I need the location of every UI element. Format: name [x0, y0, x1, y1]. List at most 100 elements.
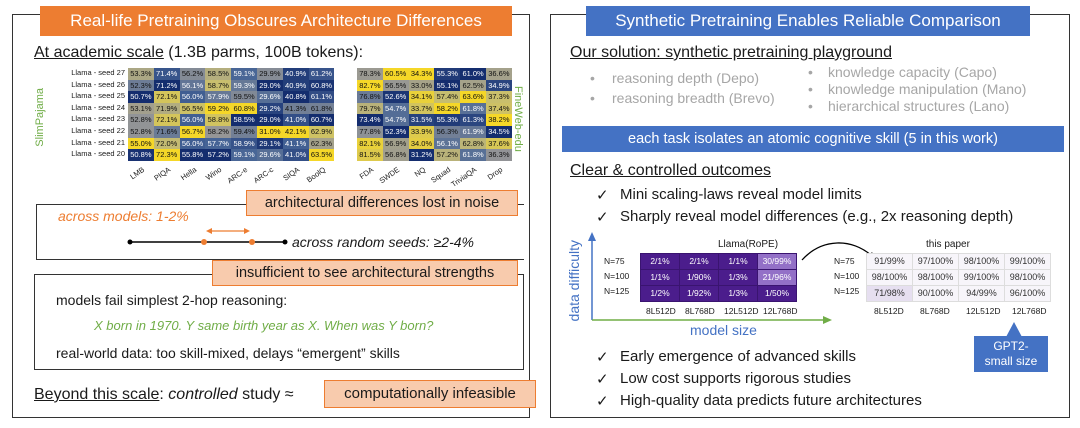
- gpt2-pointer: [1006, 322, 1022, 337]
- matrix-row-label: N=125: [834, 286, 860, 296]
- solution-heading: Our solution: synthetic pretraining play…: [570, 44, 892, 61]
- matrix-cell: 99/100%: [1004, 253, 1051, 270]
- heatmap-cell: 58.5%: [205, 68, 232, 80]
- heatmap-cell: 55.3%: [434, 68, 461, 80]
- heatmap-cell: 78.3%: [357, 68, 383, 80]
- heatmap-cell: 40.8%: [282, 91, 309, 103]
- matrix-col-label: 12L512D: [724, 306, 759, 316]
- bullet-dot: •: [590, 70, 595, 86]
- matrix-cell: 71/98%: [866, 285, 913, 302]
- matrix-cell: 1/1%: [718, 253, 758, 270]
- heatmap-row: 79.7% 54.7% 33.7% 58.2% 61.8% 37.4%: [357, 102, 512, 115]
- across-models-label: across models: 1-2%: [58, 208, 189, 224]
- heatmap-cell: 29.2%: [256, 102, 283, 115]
- heatmap-cell: 61.2%: [308, 68, 335, 80]
- heatmap-cell: 61.8%: [460, 149, 486, 161]
- heatmap-cell: 29.1%: [256, 137, 283, 150]
- fineweb-label: FineWeb-edu: [512, 86, 524, 152]
- heatmap-cell: 59.1%: [231, 68, 257, 80]
- example-text: X born in 1970. Y same birth year as X. …: [94, 318, 434, 333]
- heatmap-cell: 55.0%: [128, 137, 154, 150]
- heatmap-cell: 73.4%: [357, 114, 383, 126]
- heatmap-row: 55.0% 72.0% 56.0% 57.7% 58.9% 29.1% 41.1% 62.3%: [128, 137, 335, 150]
- heatmap-cell: 55.3%: [434, 114, 461, 126]
- heatmap-cell: 34.9%: [485, 79, 512, 92]
- heatmap-cell: 31.0%: [256, 125, 283, 138]
- matrix-cell: 1/92%: [679, 285, 719, 302]
- heatmap-cell: 59.4%: [231, 125, 257, 138]
- heatmap-cell: 31.5%: [408, 114, 435, 126]
- heatmap-cell: 52.8%: [128, 114, 154, 126]
- heatmap-row-label: Llama - seed 20: [71, 149, 125, 159]
- matrix-cell: 98/100%: [958, 253, 1005, 270]
- matrix-col-label: 8L512D: [874, 306, 904, 316]
- checkmark-icon: ✓: [596, 371, 609, 388]
- heatmap-cell: 50.8%: [128, 149, 154, 161]
- heatmap-row: 52.8% 71.6% 56.7% 58.2% 59.4% 31.0% 42.1% 62.9%: [128, 125, 335, 138]
- heatmap-cell: 58.2%: [434, 102, 461, 115]
- checklist-item: Low cost supports rigorous studies: [620, 370, 851, 387]
- task-item: reasoning depth (Depo): [612, 70, 760, 86]
- x-axis-label: model size: [690, 322, 757, 338]
- checkmark-icon: ✓: [596, 187, 609, 204]
- task-item: knowledge manipulation (Mano): [828, 81, 1027, 97]
- heatmap-cell: 71.6%: [153, 125, 180, 138]
- heatmap-cell: 40.9%: [282, 68, 309, 80]
- heatmap-cell: 62.3%: [308, 137, 335, 150]
- matrix-row-label: N=125: [604, 286, 630, 296]
- heatmap-cell: 38.2%: [485, 114, 512, 126]
- matrix-row: 2/1% 2/1% 1/1% 30/99%: [640, 253, 797, 270]
- beyond-scale-line: Beyond this scale: controlled study ≈: [34, 386, 294, 403]
- matrix-cell: 98/100%: [912, 269, 959, 286]
- heatmap-cell: 33.0%: [408, 79, 435, 92]
- matrix-cell: 99/100%: [958, 269, 1005, 286]
- heatmap-row: 82.7% 56.5% 33.0% 55.1% 62.5% 34.9%: [357, 79, 512, 92]
- heatmap-cell: 63.5%: [308, 149, 335, 161]
- heatmap-cell: 63.6%: [460, 91, 486, 103]
- heatmap-row: 78.3% 60.5% 34.3% 55.3% 61.0% 36.6%: [357, 68, 512, 80]
- paper-title: this paper: [926, 239, 970, 250]
- matrix-cell: 2/1%: [640, 253, 680, 270]
- heatmap-row: 81.5% 56.8% 31.2% 57.2% 61.8% 36.3%: [357, 149, 512, 161]
- matrix-row: 91/99% 97/100% 98/100% 99/100%: [866, 253, 1051, 270]
- matrix-col-label: 12L768D: [763, 306, 798, 316]
- heatmap-cell: 55.1%: [434, 79, 461, 92]
- outcomes-heading: Clear & controlled outcomes: [570, 162, 771, 179]
- checklist-item: Sharply reveal model differences (e.g., …: [620, 208, 1014, 225]
- heatmap-cell: 56.5%: [179, 102, 206, 115]
- checklist-item: Mini scaling-laws reveal model limits: [620, 186, 862, 203]
- heatmap-row: 52.3% 71.2% 56.1% 58.7% 59.3% 29.0% 40.9% 60.8%: [128, 79, 335, 92]
- heatmap-cell: 61.9%: [460, 125, 486, 138]
- heatmap-cell: 62.8%: [460, 137, 486, 150]
- heatmap-cell: 76.8%: [357, 91, 383, 103]
- heatmap-row: 73.4% 54.7% 31.5% 55.3% 61.3% 38.2%: [357, 114, 512, 126]
- checkmark-icon: ✓: [596, 393, 609, 410]
- left-banner: Real-life Pretraining Obscures Architect…: [40, 6, 512, 36]
- task-item: knowledge capacity (Capo): [828, 64, 997, 80]
- heatmap-cell: 40.9%: [282, 79, 309, 92]
- heatmap-cell: 79.7%: [357, 102, 383, 115]
- matrix-cell: 98/100%: [866, 269, 913, 286]
- heatmap-cell: 56.9%: [382, 137, 409, 150]
- heatmap-cell: 61.8%: [308, 102, 335, 115]
- bullet-dot: •: [590, 90, 595, 106]
- heatmap-cell: 29.6%: [256, 149, 283, 161]
- heatmap-cell: 58.2%: [205, 125, 232, 138]
- heatmap-cell: 72.3%: [153, 149, 180, 161]
- task-item: hierarchical structures (Lano): [828, 98, 1010, 114]
- heatmap-row: 77.8% 52.3% 33.9% 56.3% 61.9% 34.5%: [357, 125, 512, 138]
- heatmap-cell: 57.2%: [434, 149, 461, 161]
- heatmap-cell: 34.3%: [408, 68, 435, 80]
- heatmap-cell: 81.5%: [357, 149, 383, 161]
- callout-insufficient: insufficient to see architectural streng…: [212, 260, 518, 286]
- heatmap-row: 50.8% 72.3% 55.8% 57.2% 59.1% 29.6% 41.0% 63.5%: [128, 149, 335, 161]
- matrix-col-label: 8L512D: [646, 306, 676, 316]
- matrix-col-label: 12L512D: [966, 306, 1001, 316]
- heatmap-cell: 62.9%: [308, 125, 335, 138]
- heatmap-cell: 62.5%: [460, 79, 486, 92]
- heatmap-row: 82.1% 56.9% 34.0% 56.1% 62.8% 37.6%: [357, 137, 512, 150]
- heatmap-row: 53.3% 71.4% 56.2% 58.5% 59.1% 29.9% 40.9% 61.2%: [128, 68, 335, 80]
- heatmap-cell: 55.8%: [179, 149, 206, 161]
- realworld-text: real-world data: too skill-mixed, delays…: [56, 345, 400, 361]
- heatmap-cell: 60.8%: [308, 79, 335, 92]
